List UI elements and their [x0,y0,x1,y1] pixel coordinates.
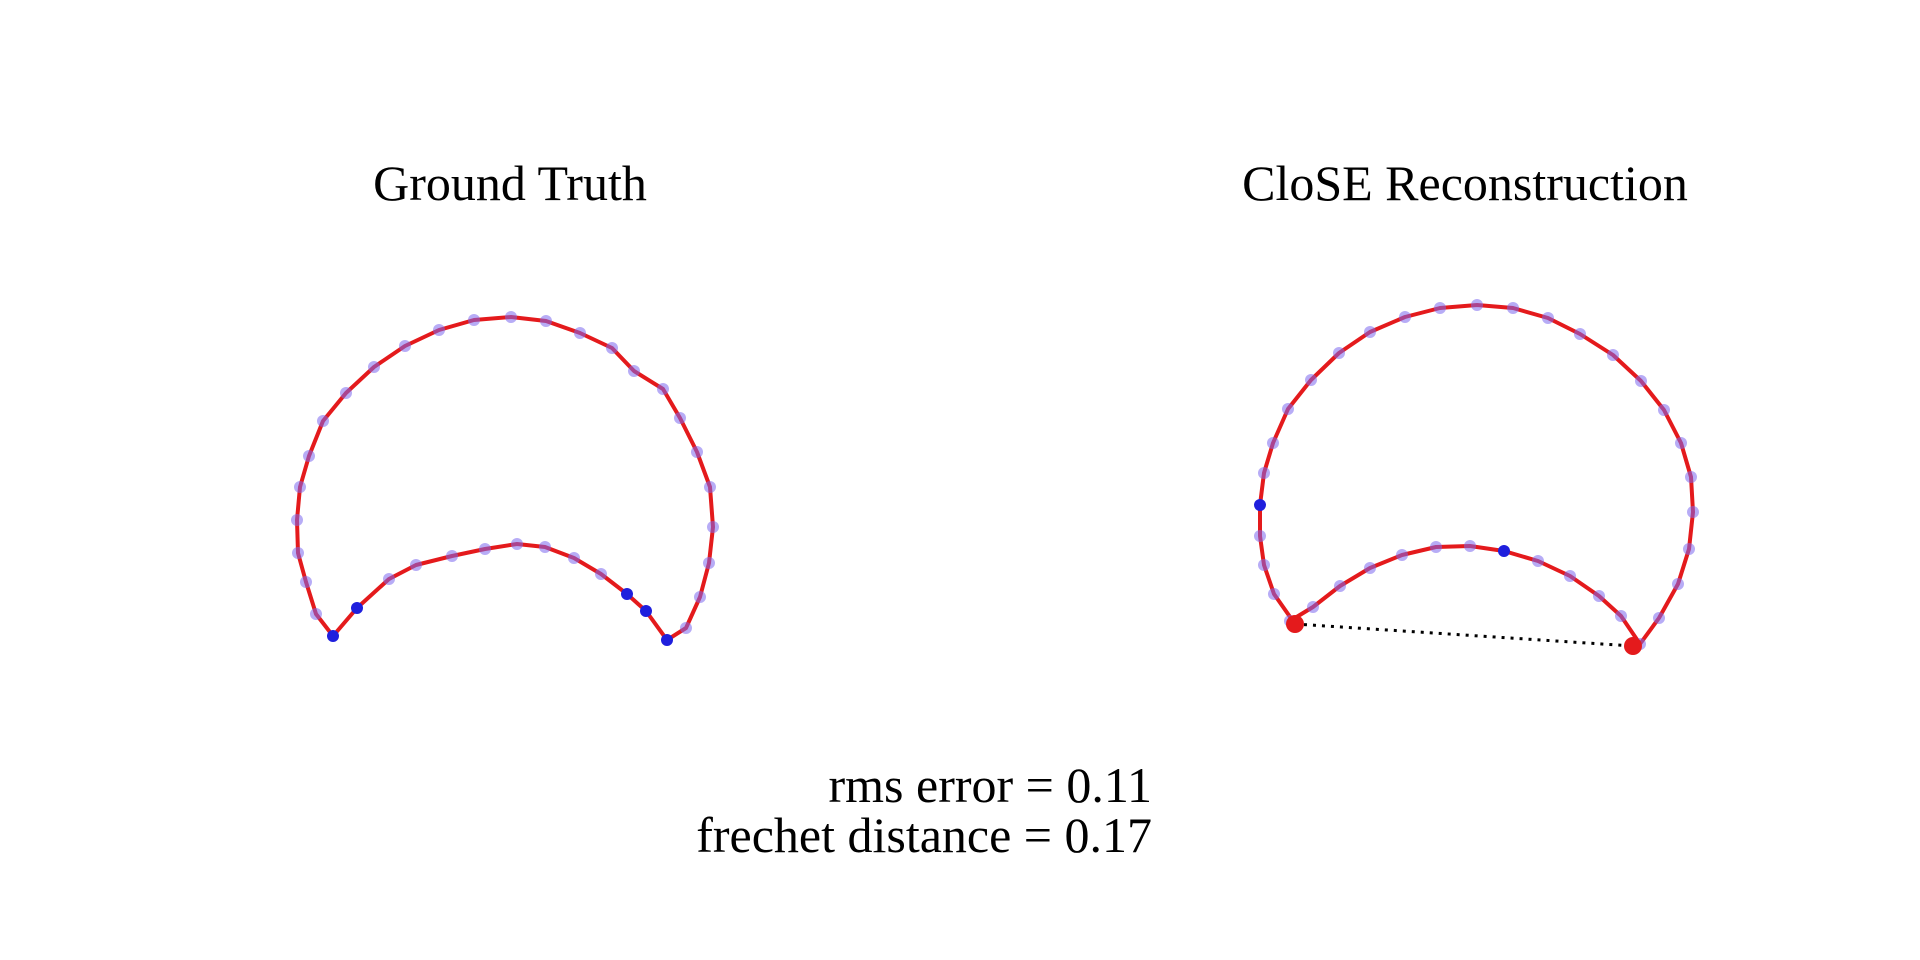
sample-point [1282,403,1294,415]
sample-point [1498,545,1510,557]
sample-point [1607,349,1619,361]
sample-point [1258,559,1270,571]
sample-point [540,315,552,327]
sample-point [317,415,329,427]
sample-point [1333,347,1345,359]
sample-point [1593,590,1605,602]
sample-point [292,547,304,559]
sample-point [694,591,706,603]
ground-truth-outline [295,315,715,642]
endpoint-marker [1624,637,1642,655]
sample-point [1307,601,1319,613]
sample-point [433,324,445,336]
sample-point [1471,299,1483,311]
sample-point [1653,612,1665,624]
sample-point [511,538,523,550]
sample-point [1399,311,1411,323]
sample-point [1532,555,1544,567]
sample-point [351,602,363,614]
sample-point [539,541,551,553]
frechet-distance-text: frechet distance = 0.17 [696,807,1152,863]
sample-point [468,314,480,326]
sample-point [1635,375,1647,387]
sample-point [291,514,303,526]
sample-point [704,481,716,493]
sample-point [568,552,580,564]
reconstruction-points [1254,299,1699,650]
sample-point [1258,467,1270,479]
sample-point [1615,610,1627,622]
sample-point [1434,302,1446,314]
sample-point [1574,328,1586,340]
sample-point [303,450,315,462]
reconstruction-outline [1258,303,1695,646]
sample-point [294,481,306,493]
sample-point [703,557,715,569]
sample-point [1685,471,1697,483]
sample-point [1464,540,1476,552]
sample-point [505,311,517,323]
reconstruction-gap-line [1294,622,1634,648]
ground-truth-points [291,311,719,646]
sample-point [1267,437,1279,449]
sample-point [1542,312,1554,324]
sample-point [606,342,618,354]
sample-point [1687,506,1699,518]
sample-point [327,630,339,642]
sample-point [680,622,692,634]
sample-point [1672,578,1684,590]
sample-point [1364,562,1376,574]
sample-point [1364,326,1376,338]
sample-point [1675,437,1687,449]
sample-point [1683,543,1695,555]
sample-point [300,576,312,588]
sample-point [1507,302,1519,314]
sample-point [368,361,380,373]
sample-point [691,446,703,458]
sample-point [640,605,652,617]
sample-point [621,588,633,600]
sample-point [410,559,422,571]
sample-point [1658,404,1670,416]
sample-point [1268,588,1280,600]
sample-point [1305,374,1317,386]
sample-point [1254,530,1266,542]
reconstruction-panel [1254,299,1699,655]
sample-point [661,634,673,646]
rms-error-text: rms error = 0.11 [829,757,1153,813]
sample-point [628,365,640,377]
reconstruction-title: CloSE Reconstruction [1242,155,1688,211]
sample-point [1254,499,1266,511]
endpoint-marker [1286,615,1304,633]
sample-point [310,608,322,620]
sample-point [1396,549,1408,561]
sample-point [479,543,491,555]
sample-point [1430,541,1442,553]
sample-point [1564,570,1576,582]
sample-point [674,412,686,424]
sample-point [446,550,458,562]
sample-point [383,573,395,585]
sample-point [707,521,719,533]
reconstruction-endpoints [1286,615,1642,655]
ground-truth-title: Ground Truth [373,155,647,211]
ground-truth-panel [291,311,719,646]
sample-point [1334,580,1346,592]
sample-point [595,568,607,580]
sample-point [340,387,352,399]
sample-point [657,383,669,395]
sample-point [399,340,411,352]
sample-point [574,327,586,339]
